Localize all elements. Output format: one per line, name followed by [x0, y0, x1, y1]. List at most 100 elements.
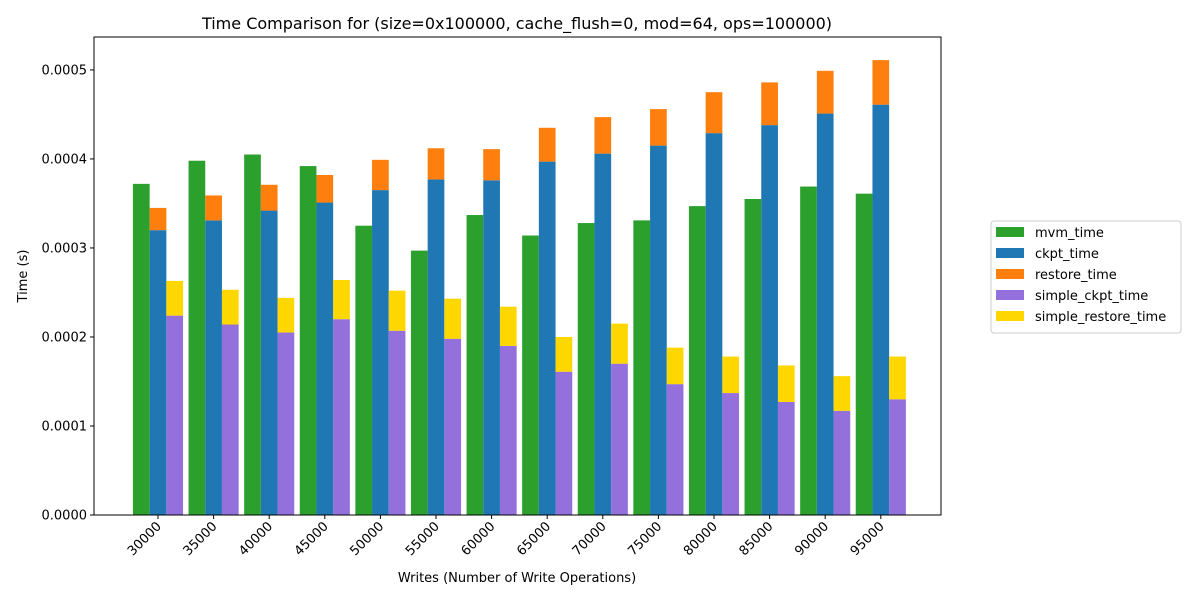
bar-mvm_time-30000 [132, 183, 150, 515]
bar-simple_ckpt_time-70000 [611, 363, 628, 515]
x-tick-label-85000: 85000 [737, 519, 777, 559]
bar-mvm_time-60000 [466, 215, 484, 515]
bar-ckpt_time-70000 [594, 153, 612, 516]
x-tick-label-90000: 90000 [792, 519, 832, 559]
x-tick-label-95000: 95000 [848, 519, 888, 559]
bar-ckpt_time-90000 [816, 113, 834, 516]
legend-label-simple_restore_time: simple_restore_time [1035, 310, 1166, 325]
bar-simple_ckpt_time-55000 [444, 338, 462, 515]
bar-restore_time-60000 [483, 149, 500, 181]
bar-simple_restore_time-95000 [889, 356, 906, 400]
bar-restore_time-55000 [427, 148, 445, 180]
bar-simple_ckpt_time-60000 [499, 345, 517, 515]
bar-simple_restore_time-35000 [221, 289, 239, 325]
x-tick-label-45000: 45000 [292, 519, 332, 559]
bar-simple_ckpt_time-85000 [777, 401, 795, 515]
bar-simple_restore_time-30000 [166, 280, 184, 316]
bar-ckpt_time-75000 [650, 145, 667, 515]
bar-ckpt_time-45000 [316, 202, 334, 515]
x-tick-label-75000: 75000 [625, 519, 665, 559]
x-tick-label-35000: 35000 [181, 519, 221, 559]
bar-restore_time-90000 [816, 70, 834, 114]
bar-ckpt_time-55000 [427, 179, 445, 516]
bar-ckpt_time-35000 [205, 220, 222, 515]
legend-label-simple_ckpt_time: simple_ckpt_time [1035, 289, 1148, 304]
x-axis-label: Writes (Number of Write Operations) [398, 571, 636, 586]
bar-simple_restore_time-45000 [333, 280, 350, 320]
bar-ckpt_time-80000 [705, 133, 723, 515]
bar-simple_ckpt_time-40000 [277, 332, 295, 515]
legend-label-restore_time: restore_time [1035, 268, 1117, 283]
bar-mvm_time-35000 [188, 160, 206, 516]
y-tick-label: 0.0004 [42, 152, 88, 167]
legend: mvm_time ckpt_time restore_time simple_ckpt… [990, 220, 1182, 334]
bar-simple_restore_time-55000 [444, 298, 462, 339]
bar-simple_ckpt_time-95000 [889, 399, 906, 515]
y-tick-label: 0.0005 [42, 63, 88, 78]
bar-restore_time-80000 [705, 92, 723, 134]
chart-title: Time Comparison for (size=0x100000, cach… [201, 14, 832, 34]
legend-swatch-ckpt_time [996, 248, 1024, 258]
bar-ckpt_time-30000 [149, 230, 167, 515]
bar-ckpt_time-40000 [260, 210, 278, 515]
bar-ckpt_time-65000 [538, 161, 556, 515]
x-tick-label-80000: 80000 [681, 519, 721, 559]
y-tick-label: 0.0003 [42, 241, 88, 256]
y-axis: 0.0000 0.0001 0.0002 0.0003 0.0004 0.0005 [42, 63, 94, 524]
bar-area [132, 60, 906, 516]
bar-simple_restore_time-80000 [722, 356, 740, 394]
bar-simple_ckpt_time-75000 [666, 384, 684, 515]
bar-simple_ckpt_time-80000 [722, 393, 740, 515]
x-tick-label-70000: 70000 [570, 519, 610, 559]
bar-mvm_time-75000 [633, 220, 651, 515]
bar-simple_restore_time-85000 [777, 365, 795, 402]
bar-ckpt_time-85000 [761, 125, 778, 516]
bar-restore_time-45000 [316, 174, 334, 203]
legend-frame [990, 220, 1182, 334]
bar-mvm_time-40000 [244, 154, 261, 515]
plot-frame [93, 36, 942, 516]
bar-mvm_time-45000 [299, 166, 317, 515]
y-tick-label: 0.0002 [42, 330, 88, 345]
bar-restore_time-75000 [650, 109, 667, 146]
bar-simple_restore_time-50000 [388, 290, 406, 331]
bar-restore_time-65000 [538, 127, 556, 162]
bar-simple_ckpt_time-35000 [221, 324, 239, 515]
bar-restore_time-50000 [372, 159, 389, 191]
bar-restore_time-70000 [594, 117, 612, 154]
x-tick-label-60000: 60000 [459, 519, 499, 559]
bar-mvm_time-65000 [522, 235, 539, 515]
bar-mvm_time-70000 [577, 223, 595, 516]
x-tick-label-50000: 50000 [347, 519, 387, 559]
bar-restore_time-30000 [149, 207, 167, 231]
bar-ckpt_time-60000 [483, 180, 500, 515]
bar-simple_restore_time-65000 [555, 336, 573, 372]
bar-simple_restore_time-90000 [833, 376, 851, 411]
bar-mvm_time-90000 [800, 186, 817, 516]
bar-mvm_time-55000 [410, 250, 428, 515]
y-axis-label: Time (s) [16, 250, 31, 304]
bar-simple_restore_time-60000 [499, 306, 517, 346]
bar-simple_ckpt_time-30000 [166, 315, 184, 515]
bar-mvm_time-80000 [688, 206, 706, 515]
y-tick-label: 0.0001 [42, 419, 88, 434]
bar-restore_time-95000 [872, 60, 890, 105]
bar-ckpt_time-50000 [372, 190, 389, 515]
bar-simple_ckpt_time-90000 [833, 410, 851, 515]
x-tick-label-65000: 65000 [514, 519, 554, 559]
bar-simple_ckpt_time-45000 [333, 319, 350, 515]
x-axis: 30000 35000 40000 45000 50000 55000 60000 65000… [125, 515, 888, 559]
bar-ckpt_time-95000 [872, 104, 890, 516]
legend-label-ckpt_time: ckpt_time [1035, 247, 1099, 262]
bar-simple_restore_time-70000 [611, 323, 628, 364]
bar-restore_time-40000 [260, 184, 278, 211]
bar-mvm_time-95000 [855, 193, 873, 515]
legend-swatch-simple_ckpt_time [996, 290, 1024, 300]
y-tick-label: 0.0000 [42, 509, 88, 524]
legend-label-mvm_time: mvm_time [1035, 226, 1104, 241]
x-tick-label-30000: 30000 [125, 519, 165, 559]
bar-restore_time-35000 [205, 195, 222, 221]
legend-swatch-simple_restore_time [996, 311, 1024, 321]
bar-mvm_time-85000 [744, 199, 762, 515]
